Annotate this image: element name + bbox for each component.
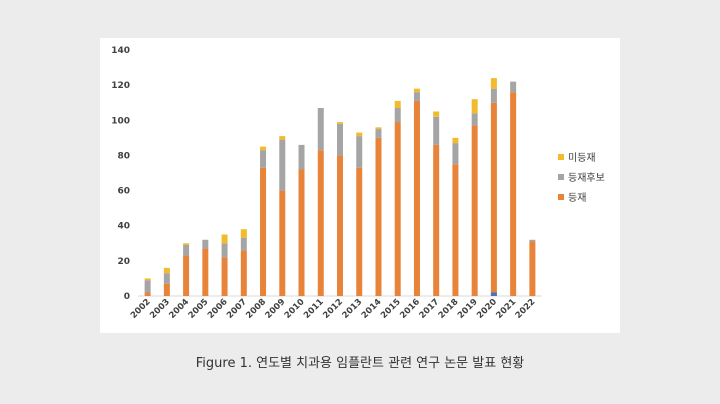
x-tick-label: 2013 [341, 297, 365, 321]
bar-segment [375, 129, 382, 138]
bar-segment [375, 137, 382, 296]
bar-segment [260, 167, 267, 296]
bar-segment [202, 248, 209, 296]
legend-label: 등재후보 [568, 172, 605, 184]
x-tick-label: 2012 [321, 297, 345, 321]
x-tick-label: 2018 [437, 297, 461, 321]
bar-segment [413, 88, 420, 93]
bar-segment [490, 102, 497, 296]
bar-segment [298, 169, 305, 296]
x-tick-label: 2004 [167, 297, 191, 321]
y-tick-label: 20 [117, 257, 130, 267]
chart-panel: 0 20 40 60 80 100 120 140 2002 2003 2004 2005 2006 20… [100, 38, 620, 333]
bar-segment-extra [490, 292, 497, 296]
legend-swatch [558, 154, 564, 160]
x-tick-label: 2009 [264, 297, 288, 321]
bar-segment [183, 245, 190, 256]
bar-segment [260, 146, 267, 151]
bar-segment [260, 150, 267, 168]
bar-segment [471, 113, 478, 126]
bar-segment [279, 136, 286, 140]
y-tick-label: 60 [117, 187, 130, 197]
x-tick-label: 2005 [187, 297, 211, 321]
x-tick-label: 2011 [302, 297, 326, 321]
bar-segment [144, 278, 151, 281]
legend-swatch [558, 174, 564, 180]
x-tick-label: 2020 [475, 297, 499, 321]
bar-segment [337, 122, 343, 124]
bar-segment [413, 92, 420, 101]
y-tick-label: 80 [117, 151, 130, 161]
bar-segment [279, 139, 286, 191]
x-tick-label: 2021 [494, 297, 518, 321]
bar-segment [490, 78, 497, 89]
bar-segment [317, 107, 324, 151]
x-tick-label: 2019 [456, 297, 480, 321]
bar-segment [529, 241, 536, 296]
bar-segment [356, 167, 363, 296]
y-tick-label: 100 [111, 116, 130, 126]
bar-segment [433, 111, 440, 117]
bar-segment [471, 125, 478, 296]
figure-caption: Figure 1. 연도별 치과용 임플란트 관련 연구 논문 발표 현황 [195, 356, 525, 371]
x-tick-label: 2002 [129, 297, 153, 321]
bar-segment [221, 234, 228, 244]
stacked-bar-chart: 0204060801001201402002200320042005200620… [111, 46, 605, 321]
bar-segment [183, 243, 190, 246]
x-tick-label: 2003 [148, 297, 172, 321]
bar-segment [298, 144, 305, 170]
bar-segment [433, 144, 440, 296]
bar-segment [452, 143, 459, 165]
x-tick-label: 2022 [514, 297, 538, 321]
bar-segment [356, 136, 363, 168]
legend-label: 등재 [568, 192, 586, 204]
bar-segment [471, 99, 478, 114]
legend-swatch [558, 194, 564, 200]
bar-segment [144, 292, 151, 296]
bar-segment [490, 88, 497, 103]
bar-segment [240, 238, 247, 251]
bar-segment [375, 127, 382, 130]
bar-segment [433, 116, 440, 145]
bar-segment [240, 229, 247, 239]
bar-segment [394, 122, 401, 297]
x-tick-label: 2006 [206, 297, 230, 321]
x-tick-label: 2017 [418, 297, 442, 321]
bar-segment [183, 255, 190, 296]
x-tick-label: 2010 [283, 297, 307, 321]
x-tick-label: 2016 [398, 297, 422, 321]
bar-segment [394, 107, 401, 123]
y-tick-label: 40 [117, 222, 130, 232]
bar-segment [221, 243, 228, 258]
bar-segment [356, 132, 363, 137]
bar-segment [240, 250, 247, 296]
legend-label: 미등재 [568, 152, 596, 164]
x-tick-label: 2014 [360, 297, 384, 321]
bar-segment [529, 239, 536, 242]
bar-segment [163, 273, 170, 284]
y-tick-label: 140 [111, 46, 130, 56]
y-tick-label: 0 [124, 292, 130, 302]
x-tick-label: 2008 [244, 297, 268, 321]
x-tick-label: 2015 [379, 297, 403, 321]
bar-segment [337, 123, 343, 156]
bar-segment [317, 150, 324, 296]
bar-segment [452, 164, 459, 296]
bar-segment [510, 92, 517, 296]
bar-segment [144, 280, 151, 293]
bar-segment [163, 267, 170, 274]
bar-segment [413, 100, 420, 296]
bar-segment [337, 155, 343, 296]
bar-segment [394, 100, 401, 108]
bar-segment [163, 283, 170, 296]
y-tick-label: 120 [111, 81, 130, 91]
bar-segment [202, 239, 209, 249]
x-tick-label: 2007 [225, 297, 249, 321]
bar-segment [510, 81, 517, 93]
bar-segment [279, 190, 286, 296]
bar-segment [452, 137, 459, 144]
bar-segment [221, 257, 228, 296]
